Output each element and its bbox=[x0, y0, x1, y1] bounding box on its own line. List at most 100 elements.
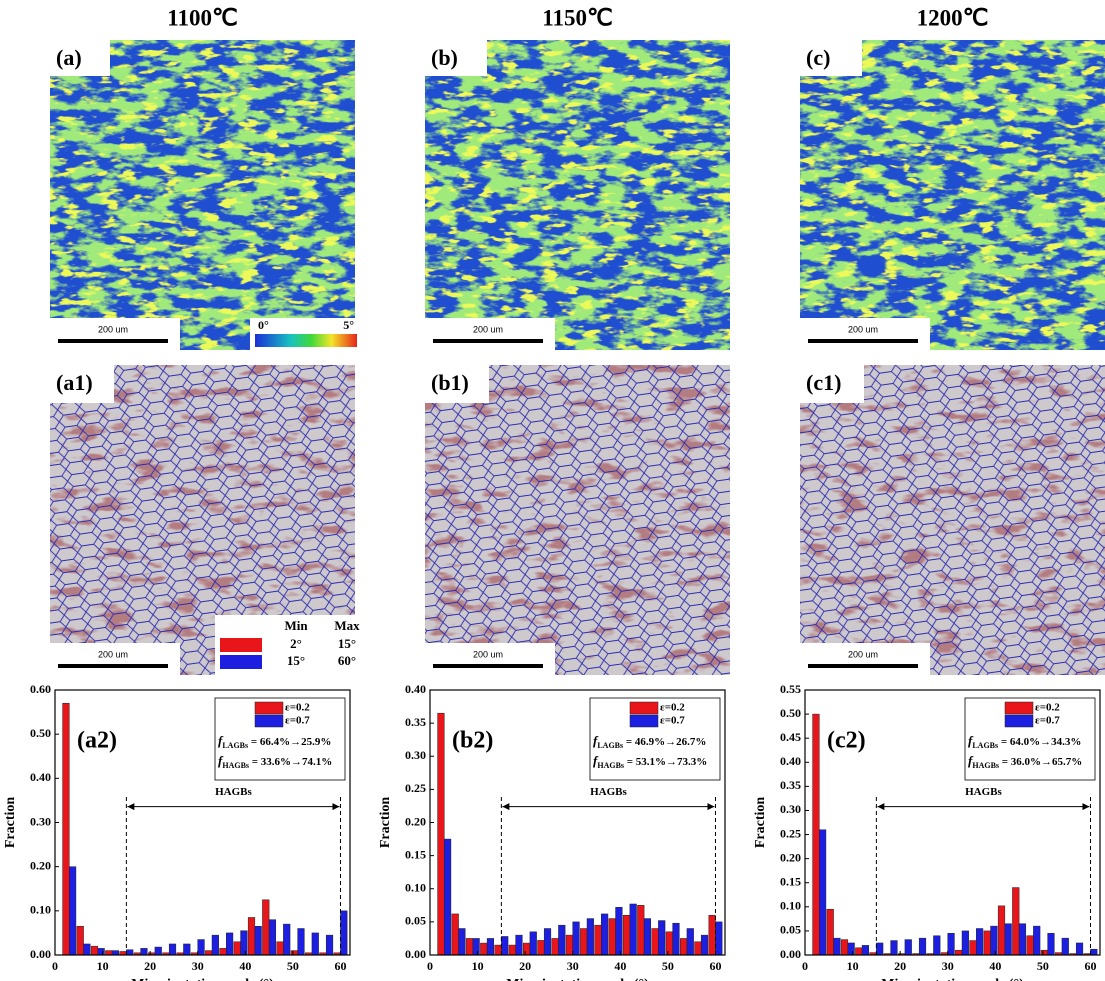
bar bbox=[523, 942, 531, 956]
bar bbox=[672, 922, 680, 956]
y-tick-label: 0.30 bbox=[30, 814, 51, 828]
x-axis-label: Misorientation angle (°) bbox=[881, 977, 1024, 981]
fraction-value: = 66.4%→25.9% bbox=[248, 736, 331, 748]
y-tick-label: 0.40 bbox=[780, 754, 801, 768]
bar bbox=[601, 913, 609, 956]
bar bbox=[183, 943, 191, 956]
x-tick-label: 10 bbox=[847, 959, 859, 973]
fraction-symbol: f bbox=[218, 753, 224, 768]
bar bbox=[643, 918, 652, 956]
bar bbox=[715, 921, 723, 956]
fraction-subscript: HAGBs bbox=[222, 761, 249, 770]
bar bbox=[976, 928, 984, 956]
panel-label-box bbox=[425, 40, 487, 76]
fraction-subscript: LAGBs bbox=[222, 741, 248, 750]
legend-swatch bbox=[254, 701, 284, 715]
x-tick-label: 40 bbox=[614, 959, 626, 973]
y-tick-label: 0.50 bbox=[30, 726, 51, 740]
bar bbox=[233, 941, 241, 956]
y-axis-label: Fraction bbox=[753, 797, 768, 849]
bar bbox=[283, 923, 291, 956]
x-tick-label: 50 bbox=[1037, 959, 1049, 973]
bar bbox=[572, 921, 580, 956]
y-tick-label: 0.10 bbox=[405, 881, 426, 895]
bar bbox=[1033, 925, 1041, 956]
fraction-symbol: f bbox=[968, 733, 974, 748]
fraction-subscript: LAGBs bbox=[972, 741, 998, 750]
y-tick-label: 0.55 bbox=[780, 682, 801, 696]
bar bbox=[997, 905, 1006, 956]
bar bbox=[819, 829, 827, 956]
fraction-text: fHAGBs = 33.6%→74.1% bbox=[218, 753, 332, 770]
panel-label: (a2) bbox=[77, 728, 117, 754]
fraction-symbol: f bbox=[593, 733, 599, 748]
bar bbox=[168, 943, 177, 956]
y-tick-label: 0.15 bbox=[780, 874, 801, 888]
bar bbox=[140, 948, 148, 956]
kam-legend-max: 5° bbox=[343, 318, 354, 332]
boundary-legend-header: Max bbox=[334, 618, 360, 633]
fraction-symbol: f bbox=[218, 733, 224, 748]
legend-label: ε=0.2 bbox=[285, 702, 310, 714]
scale-bar-label: 200 um bbox=[848, 324, 878, 334]
bar bbox=[594, 924, 602, 956]
bar bbox=[969, 940, 977, 956]
bar bbox=[340, 910, 348, 956]
x-tick-label: 40 bbox=[239, 959, 251, 973]
boundary-legend-header: Min bbox=[284, 618, 308, 633]
fraction-text: fHAGBs = 36.0%→65.7% bbox=[968, 753, 1082, 770]
bar bbox=[861, 945, 870, 956]
bar bbox=[254, 926, 262, 956]
x-tick-label: 0 bbox=[802, 959, 808, 973]
fraction-text: fLAGBs = 46.9%→26.7% bbox=[593, 733, 706, 750]
legend-swatch bbox=[1004, 714, 1034, 728]
bar bbox=[637, 905, 645, 956]
scale-bar-label: 200 um bbox=[473, 649, 503, 659]
x-tick-label: 60 bbox=[1084, 959, 1096, 973]
panel-label-box bbox=[50, 365, 114, 403]
x-tick-label: 50 bbox=[287, 959, 299, 973]
bar bbox=[1018, 923, 1027, 956]
bar bbox=[472, 938, 480, 956]
legend-label: ε=0.2 bbox=[1035, 702, 1060, 714]
fraction-value: = 33.6%→74.1% bbox=[249, 756, 332, 768]
scale-bar-box bbox=[800, 643, 930, 675]
bar bbox=[297, 928, 305, 956]
bar bbox=[1075, 942, 1084, 956]
bar bbox=[608, 918, 616, 956]
boundary-legend-value: 15° bbox=[287, 653, 305, 668]
bar bbox=[83, 943, 91, 956]
bar bbox=[580, 928, 588, 956]
boundary-network bbox=[425, 365, 730, 675]
bar bbox=[325, 934, 334, 956]
bar bbox=[700, 934, 709, 956]
bar bbox=[826, 908, 834, 956]
bar bbox=[1012, 887, 1020, 956]
y-tick-label: 0.15 bbox=[405, 847, 426, 861]
bar bbox=[686, 928, 694, 956]
y-tick-label: 0.20 bbox=[30, 858, 51, 872]
bar bbox=[458, 928, 466, 956]
bar bbox=[918, 937, 927, 956]
bar bbox=[444, 838, 452, 956]
bar bbox=[494, 944, 502, 956]
y-tick-label: 0.20 bbox=[405, 814, 426, 828]
boundary-legend-value: 15° bbox=[338, 636, 356, 651]
bar bbox=[708, 915, 716, 956]
panel-label: (b1) bbox=[431, 370, 469, 395]
y-tick-label: 0.50 bbox=[780, 706, 801, 720]
bar bbox=[680, 938, 688, 956]
y-tick-label: 0.05 bbox=[780, 923, 801, 937]
panel-label: (c1) bbox=[806, 370, 841, 395]
y-tick-label: 0.25 bbox=[780, 826, 801, 840]
bar bbox=[1047, 933, 1055, 956]
x-tick-label: 20 bbox=[519, 959, 531, 973]
bar bbox=[855, 947, 863, 956]
y-tick-label: 0.00 bbox=[780, 947, 801, 961]
x-tick-label: 10 bbox=[472, 959, 484, 973]
bar bbox=[876, 942, 884, 956]
bar bbox=[268, 919, 277, 956]
bar bbox=[480, 942, 488, 956]
bar bbox=[961, 930, 969, 956]
bar bbox=[437, 712, 445, 956]
